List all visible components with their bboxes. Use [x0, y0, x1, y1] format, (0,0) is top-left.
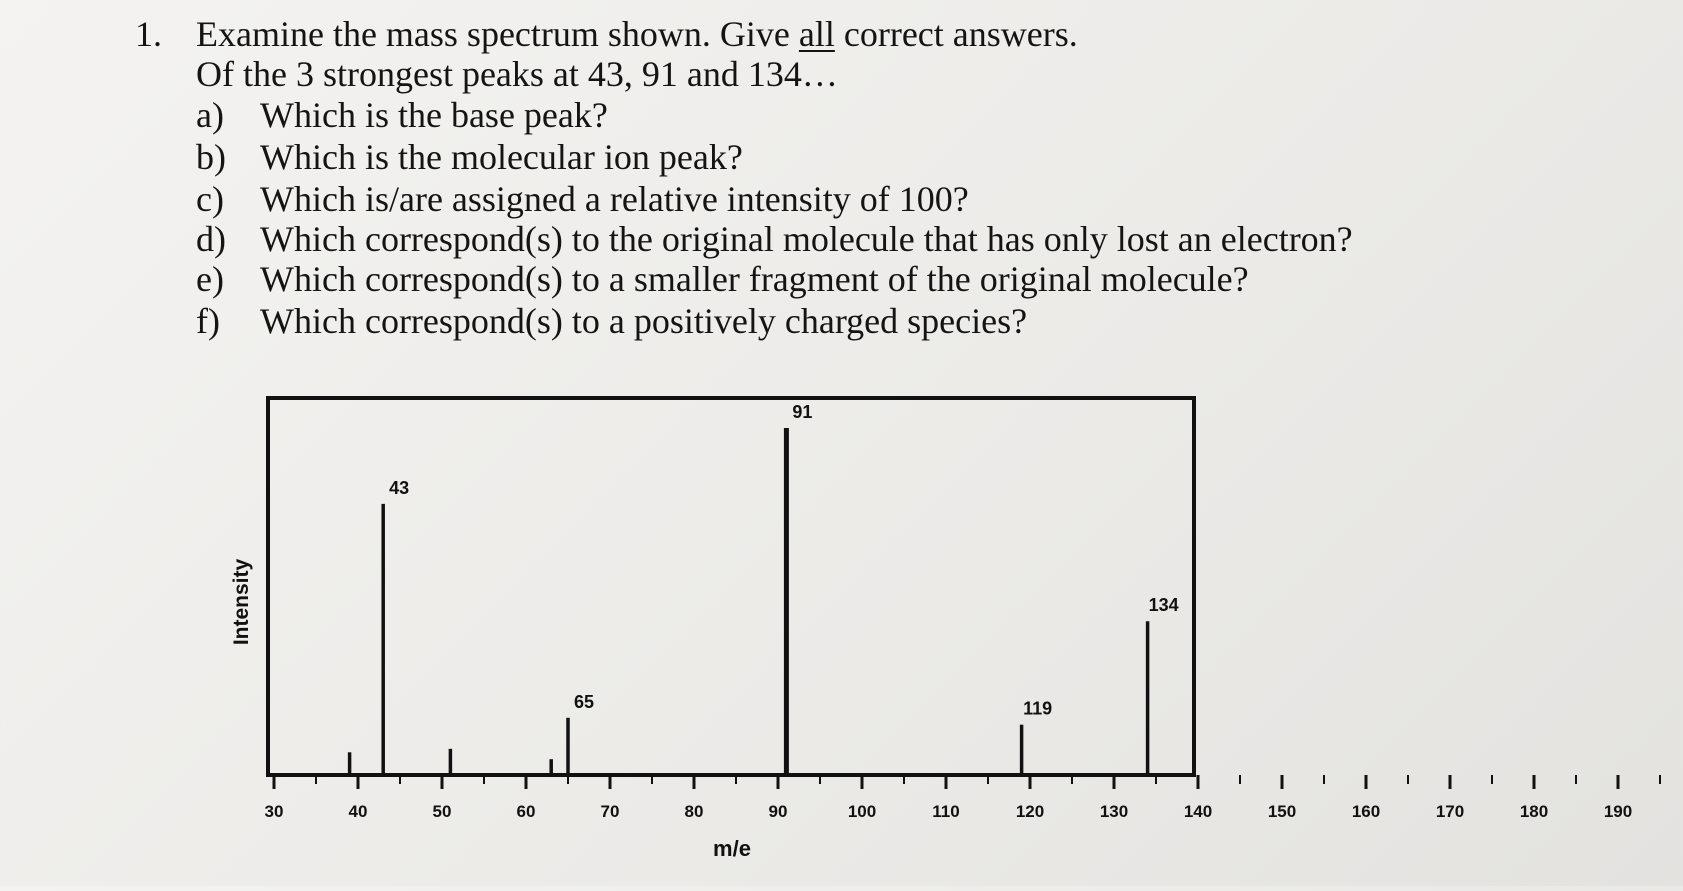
question-instruction-end: correct answers. — [834, 14, 1078, 54]
sub-question-text: Which is/are assigned a relative intensi… — [260, 179, 969, 219]
chart-layer: 30 40 50 60 70 80 90 100 110 120 130 140 150 160 170 18… — [230, 396, 1661, 861]
plot-frame — [266, 396, 1196, 777]
sub-question-letter: b) — [196, 137, 226, 177]
x-tick-label: 30 — [265, 802, 284, 821]
sub-question-letter: f) — [196, 301, 220, 341]
sub-question-letter: e) — [196, 259, 224, 299]
sub-question-text: Which correspond(s) to a positively char… — [260, 301, 1028, 341]
sub-question-letter: d) — [196, 219, 226, 259]
x-tick-label: 40 — [349, 802, 368, 821]
x-tick-label: 110 — [932, 802, 959, 821]
peak-label-43: 43 — [389, 478, 409, 498]
peak-label-119: 119 — [1023, 699, 1052, 719]
sub-question-text: Which correspond(s) to the original mole… — [260, 219, 1353, 259]
y-axis-label: Intensity — [230, 559, 253, 646]
x-tick-label: 70 — [601, 802, 620, 821]
x-tick-label: 140 — [1184, 802, 1212, 821]
x-tick-label: 120 — [1016, 802, 1044, 821]
x-tick-label: 160 — [1352, 802, 1380, 821]
x-tick-label: 100 — [848, 802, 876, 821]
sub-question-text: Which correspond(s) to a smaller fragmen… — [260, 259, 1249, 299]
x-tick-label: 60 — [517, 802, 536, 821]
x-tick-label: 130 — [1100, 802, 1128, 821]
question-instruction: Examine the mass spectrum shown. Give al… — [196, 14, 1078, 54]
sub-question-letter: a) — [196, 95, 224, 135]
x-tick-label: 80 — [685, 802, 704, 821]
x-tick-label: 150 — [1268, 802, 1296, 821]
x-tick-label: 190 — [1604, 802, 1632, 821]
question-emphasis-all: all — [798, 14, 835, 54]
question-instruction-start: Examine the mass spectrum shown. Give — [196, 14, 799, 54]
peak-label-65: 65 — [574, 692, 594, 712]
x-tick-label: 170 — [1436, 802, 1464, 821]
sub-question-text: Which is the base peak? — [260, 95, 608, 135]
peak-label-134: 134 — [1149, 595, 1179, 615]
x-tick-label: 50 — [433, 802, 452, 821]
peak-label-91: 91 — [792, 402, 812, 422]
x-axis-label: m/e — [713, 836, 751, 861]
x-tick-label: 180 — [1520, 802, 1548, 821]
question-peaks-line: Of the 3 strongest peaks at 43, 91 and 1… — [196, 54, 838, 94]
question-block: 1. Examine the mass spectrum shown. Give… — [0, 0, 1683, 380]
question-number: 1. — [135, 14, 162, 54]
x-tick-label: 90 — [769, 802, 788, 821]
sub-question-letter: c) — [196, 179, 224, 219]
sub-question-text: Which is the molecular ion peak? — [260, 137, 743, 177]
